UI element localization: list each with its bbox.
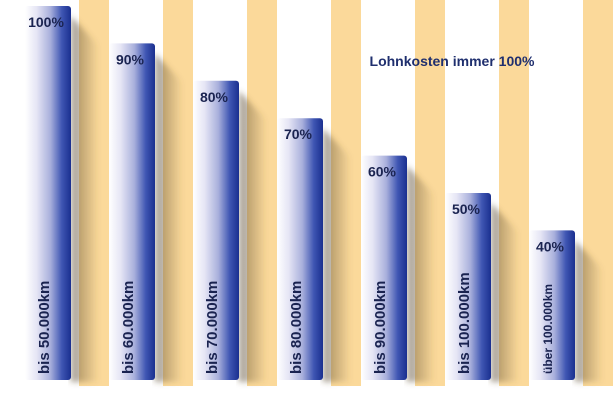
category-label: bis 90.000km <box>372 281 389 374</box>
chart-title: Lohnkosten immer 100% <box>370 53 535 69</box>
bar <box>109 43 155 381</box>
bar <box>361 155 407 380</box>
bar-shadow <box>71 16 99 382</box>
bar <box>445 193 491 380</box>
baseline-area <box>0 386 615 403</box>
bar-shadows <box>71 16 603 383</box>
category-label: bis 70.000km <box>204 281 221 374</box>
bar-shadow <box>491 203 519 382</box>
bar-shadow <box>155 53 183 383</box>
bars <box>25 6 575 381</box>
bar-shadow <box>323 128 351 382</box>
bar <box>277 118 323 380</box>
category-labels: bis 50.000km bis 60.000km bis 70.000km bis … <box>36 272 555 374</box>
bar <box>529 230 575 380</box>
value-label: 100% <box>28 14 64 30</box>
value-label: 80% <box>200 89 229 105</box>
bar-shadow <box>239 90 267 383</box>
value-label: 40% <box>536 238 565 254</box>
value-label: 50% <box>452 201 481 217</box>
bar <box>193 80 239 381</box>
value-label: 70% <box>284 126 313 142</box>
category-label: bis 80.000km <box>288 281 305 374</box>
category-label: über 100.000km <box>541 284 555 374</box>
value-label: 90% <box>116 51 145 67</box>
category-label: bis 50.000km <box>36 281 53 374</box>
value-label: 60% <box>368 164 397 180</box>
category-label: bis 60.000km <box>120 281 137 374</box>
bar-shadow <box>575 240 603 382</box>
category-label: bis 100.000km <box>456 272 473 374</box>
value-labels: 100% 90% 80% 70% 60% 50% 40% <box>28 14 564 254</box>
bar <box>25 6 71 380</box>
bar-shadow <box>407 165 435 382</box>
